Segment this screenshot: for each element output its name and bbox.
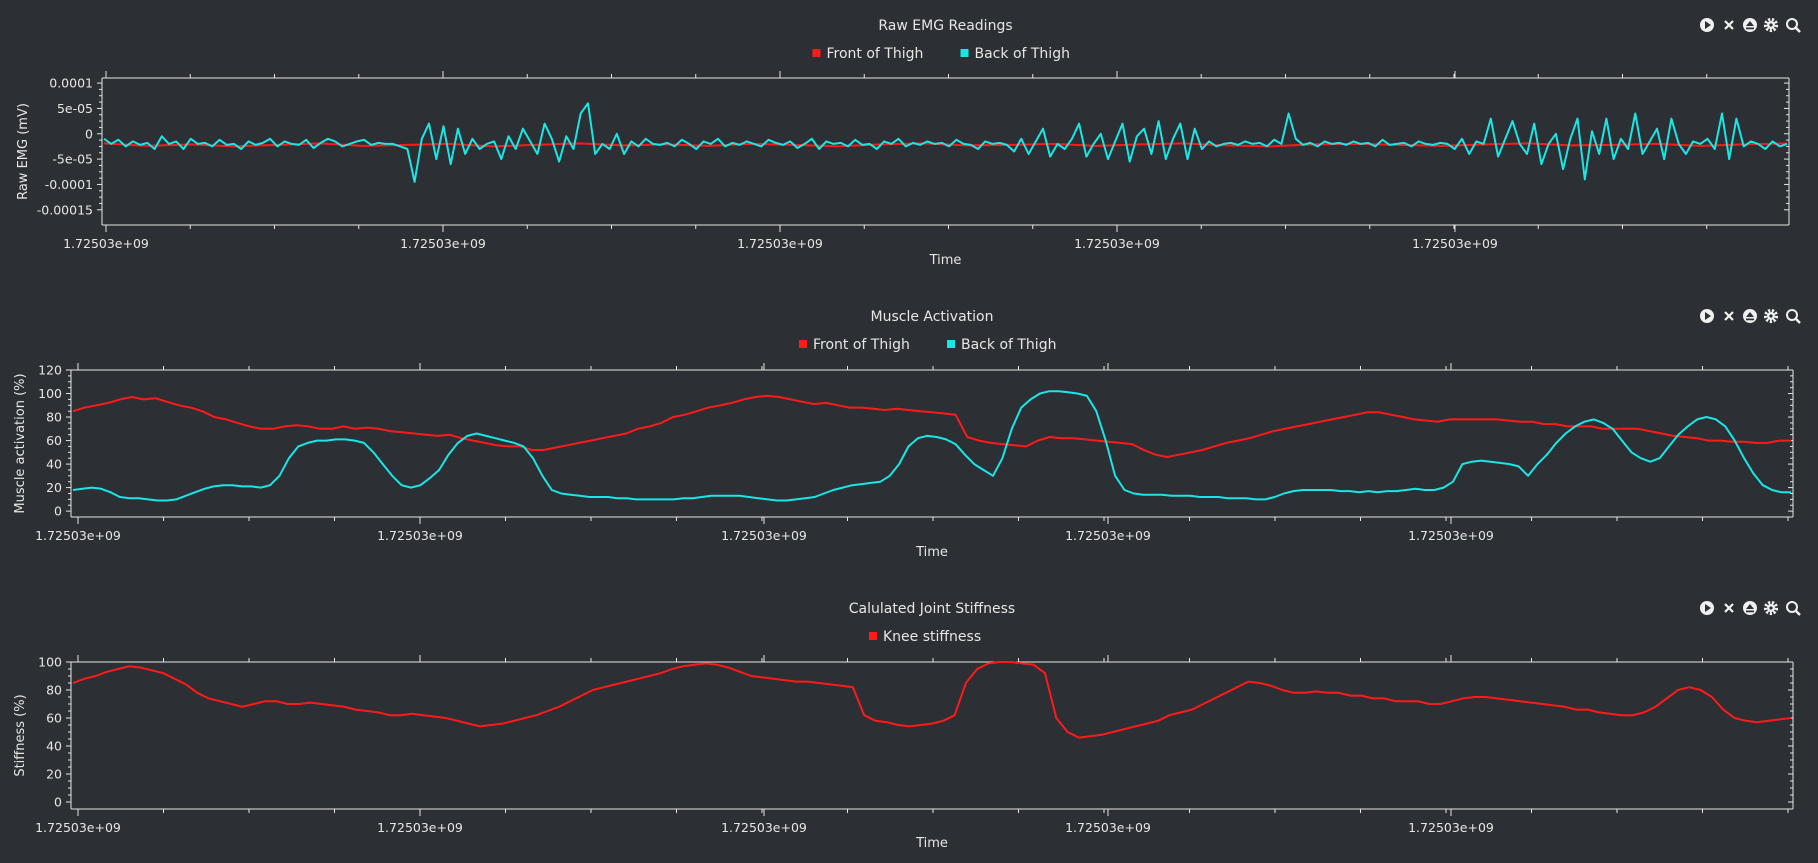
legend-swatch <box>812 49 821 57</box>
legend-swatch <box>960 49 969 57</box>
legend-label: Front of Thigh <box>827 46 924 62</box>
x-axis-label: Time <box>915 836 948 851</box>
x-tick-label: 1.72503e+09 <box>377 820 463 835</box>
legend-label: Front of Thigh <box>813 337 910 353</box>
x-tick-label: 1.72503e+09 <box>377 528 463 543</box>
plot-frame: 0.0001 5e-05 0 -5e-05 -0.0001 -0.00015 Raw EMG… <box>16 71 1790 268</box>
x-tick-label: 1.72503e+09 <box>1065 820 1151 835</box>
x-tick-label: 1.72503e+09 <box>1412 236 1498 251</box>
y-tick-label: -0.00015 <box>37 202 93 217</box>
legend-label: Back of Thigh <box>961 337 1056 353</box>
x-axis-label: Time <box>915 545 948 560</box>
gear-icon[interactable] <box>1763 308 1779 324</box>
series-line-back-of-thigh <box>103 102 1788 183</box>
zoom-icon[interactable] <box>1786 18 1798 30</box>
chart-panel-2: Muscle Activation Front of Thigh Back of T… <box>13 308 1801 560</box>
x-tick-label: 1.72503e+09 <box>63 236 149 251</box>
y-tick-label: 40 <box>46 739 62 754</box>
play-icon-glyph <box>1705 312 1711 320</box>
plot-frame: 0 20 40 60 80 100 120 Muscle activation (%) 1.72… <box>13 363 1794 560</box>
plot-area <box>103 102 1788 183</box>
chart-toolbar <box>1700 308 1801 324</box>
y-tick-label: 120 <box>38 363 62 378</box>
plot-area <box>72 390 1791 502</box>
y-tick-label: 5e-05 <box>57 101 93 116</box>
y-tick-label: 80 <box>46 683 62 698</box>
legend-swatch <box>799 340 807 348</box>
legend: Knee stiffness <box>869 629 981 645</box>
legend-swatch <box>869 632 877 640</box>
close-icon[interactable] <box>1724 20 1734 30</box>
y-tick-label: 100 <box>38 386 62 401</box>
legend-label: Back of Thigh <box>975 46 1070 62</box>
y-axis-label: Raw EMG (mV) <box>16 103 31 200</box>
gear-icon-hole <box>1769 23 1773 27</box>
zoom-icon[interactable] <box>1786 309 1798 321</box>
legend-swatch <box>947 340 955 348</box>
zoom-icon-handle <box>1794 26 1801 33</box>
x-tick-label: 1.72503e+09 <box>1408 820 1494 835</box>
eject-icon-glyph <box>1746 312 1754 321</box>
series-line-front-of-thigh <box>72 394 1791 458</box>
zoom-icon[interactable] <box>1786 601 1798 613</box>
chart-title: Raw EMG Readings <box>878 18 1012 34</box>
y-tick-label: -0.0001 <box>45 177 93 192</box>
y-tick-label: 20 <box>46 767 62 782</box>
x-tick-label: 1.72503e+09 <box>721 528 807 543</box>
series-line-back-of-thigh <box>72 390 1791 502</box>
legend: Front of Thigh Back of Thigh <box>812 46 1070 62</box>
x-tick-label: 1.72503e+09 <box>721 820 807 835</box>
chart-toolbar <box>1700 17 1801 33</box>
x-axis-label: Time <box>929 253 962 268</box>
y-tick-label: 20 <box>46 480 62 495</box>
zoom-icon-handle <box>1794 609 1801 616</box>
legend: Front of Thigh Back of Thigh <box>799 337 1056 353</box>
x-tick-label: 1.72503e+09 <box>400 236 486 251</box>
chart-toolbar <box>1700 600 1801 616</box>
plot-frame: 0 20 40 60 80 100 Stiffness (%) 1.72503e+09 1.72… <box>13 655 1794 851</box>
x-tick-label: 1.72503e+09 <box>1074 236 1160 251</box>
eject-icon-glyph <box>1746 21 1754 30</box>
chart-panel-1: Raw EMG Readings Front of Thigh Back of Th… <box>16 17 1801 268</box>
gear-icon[interactable] <box>1763 17 1779 33</box>
y-tick-label: 60 <box>46 433 62 448</box>
gear-icon-hole <box>1769 314 1773 318</box>
y-tick-label: 60 <box>46 711 62 726</box>
chart-title: Calulated Joint Stiffness <box>849 601 1015 617</box>
x-tick-label: 1.72503e+09 <box>1065 528 1151 543</box>
close-icon[interactable] <box>1724 603 1734 613</box>
y-tick-label: -5e-05 <box>52 152 93 167</box>
series-line-knee-stiffness <box>72 661 1792 739</box>
gear-icon[interactable] <box>1763 600 1779 616</box>
y-tick-label: 80 <box>46 410 62 425</box>
play-icon-glyph <box>1705 604 1711 612</box>
y-axis-label: Stiffness (%) <box>13 694 28 776</box>
eject-icon-glyph <box>1746 604 1754 613</box>
y-tick-label: 40 <box>46 457 62 472</box>
y-tick-label: 0 <box>54 504 62 519</box>
y-tick-label: 0 <box>85 126 93 141</box>
x-tick-label: 1.72503e+09 <box>737 236 823 251</box>
y-tick-label: 0 <box>54 795 62 810</box>
gear-icon-hole <box>1769 606 1773 610</box>
legend-label: Knee stiffness <box>883 629 981 645</box>
close-icon[interactable] <box>1724 311 1734 321</box>
y-tick-label: 0.0001 <box>49 76 93 91</box>
play-icon-glyph <box>1705 21 1711 29</box>
y-axis-label: Muscle activation (%) <box>13 373 28 513</box>
x-tick-label: 1.72503e+09 <box>1408 528 1494 543</box>
chart-panel-3: Calulated Joint Stiffness Knee stiffness 0… <box>13 600 1801 851</box>
x-tick-label: 1.72503e+09 <box>35 820 121 835</box>
x-tick-label: 1.72503e+09 <box>35 528 121 543</box>
chart-title: Muscle Activation <box>871 309 994 325</box>
y-tick-label: 100 <box>38 655 62 670</box>
zoom-icon-handle <box>1794 317 1801 324</box>
plot-area <box>72 661 1792 739</box>
